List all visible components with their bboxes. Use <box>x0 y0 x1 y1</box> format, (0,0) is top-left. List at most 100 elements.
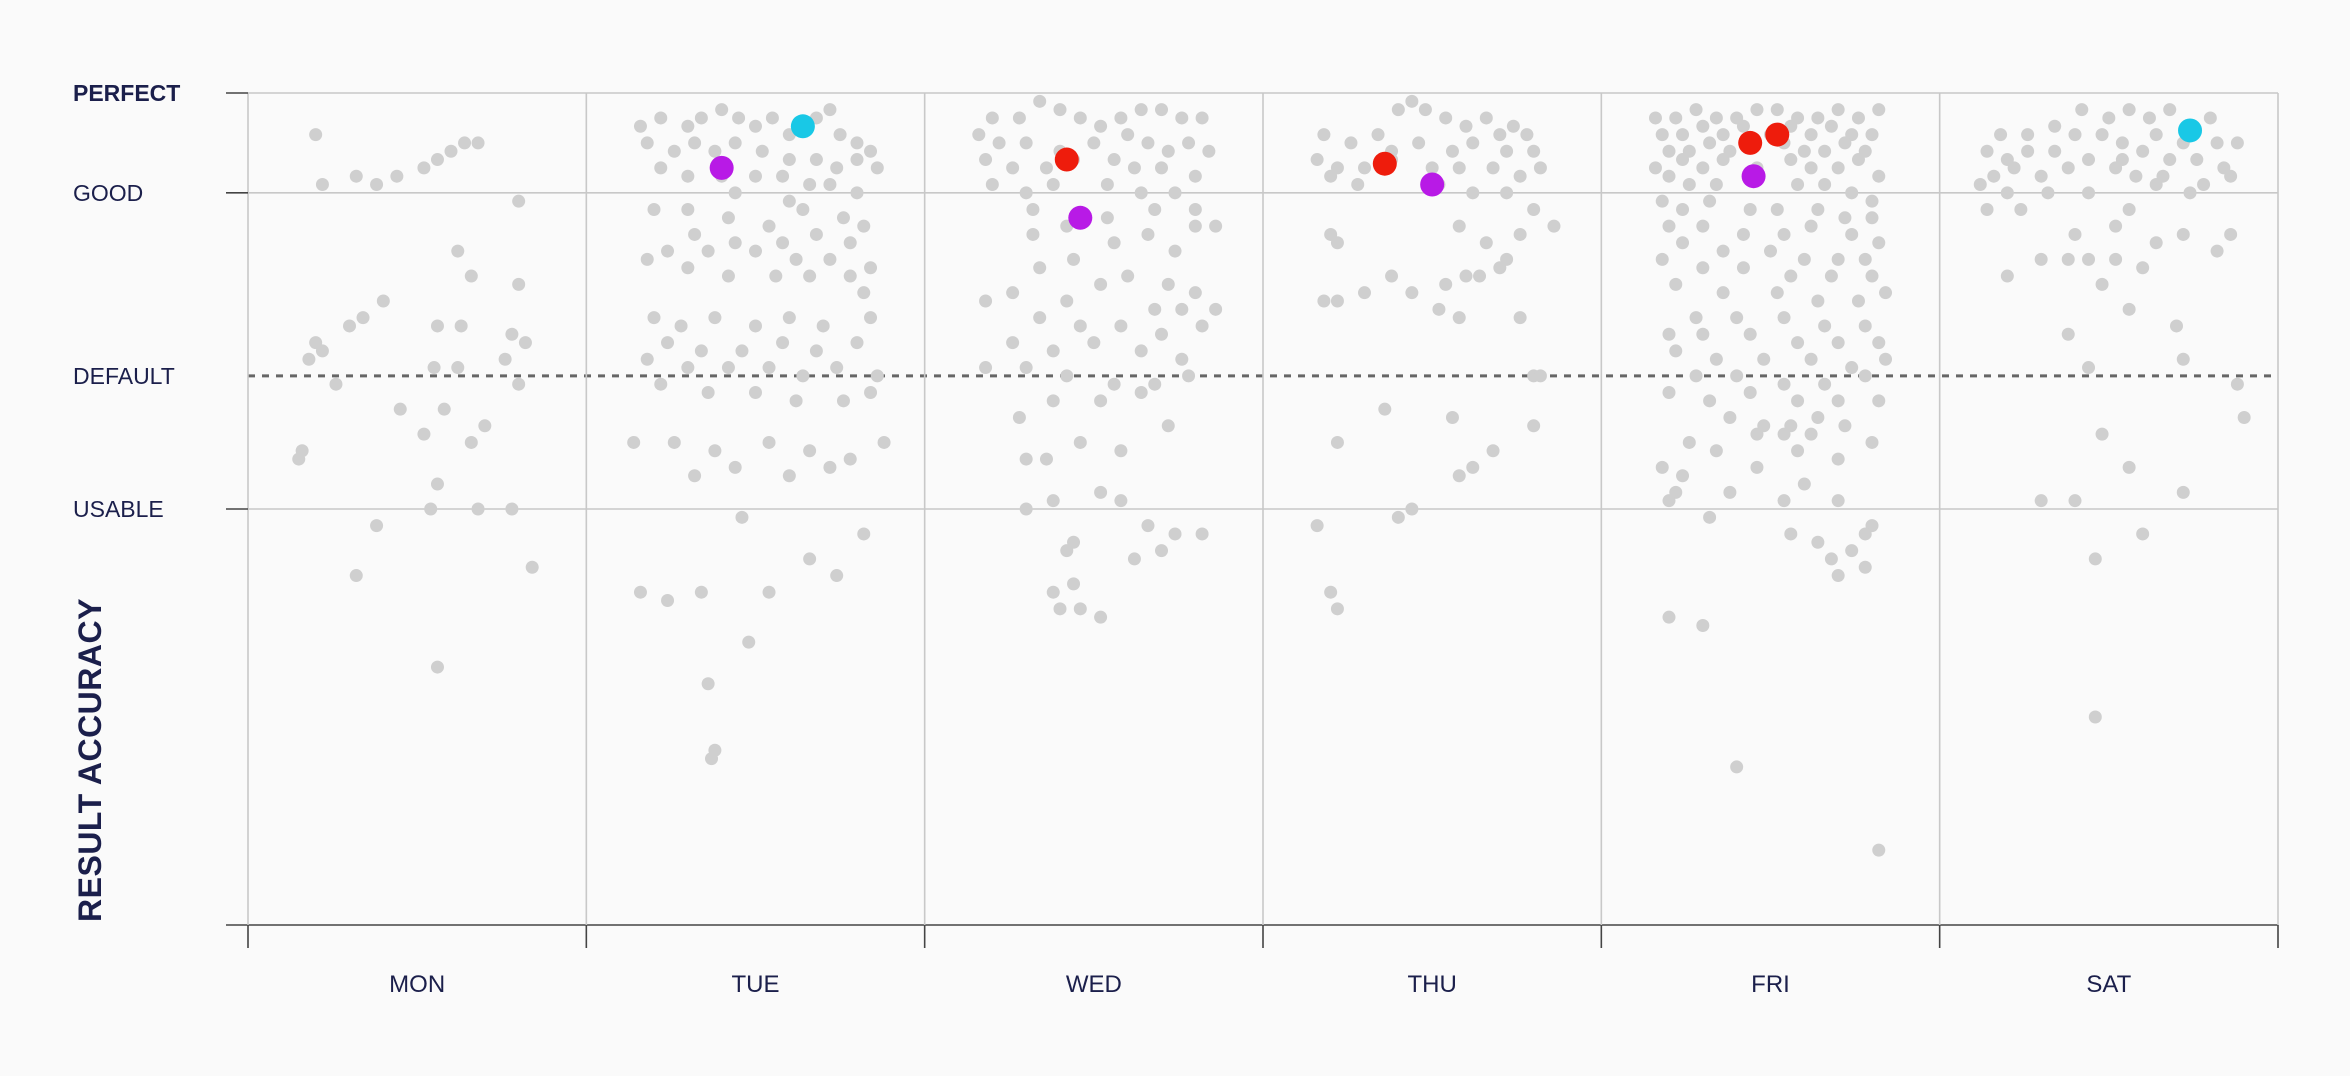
data-point <box>1046 585 1060 599</box>
data-point <box>776 336 790 350</box>
data-point <box>708 311 722 325</box>
data-point <box>1100 211 1114 225</box>
data-point <box>1662 494 1676 508</box>
data-point <box>1655 460 1669 474</box>
highlight-point-red <box>1054 147 1079 172</box>
data-point <box>1689 369 1703 383</box>
data-point <box>1466 186 1480 200</box>
data-point <box>1831 161 1845 175</box>
data-point <box>674 319 688 333</box>
data-point <box>2088 710 2102 724</box>
data-point <box>2176 227 2190 241</box>
data-point <box>1520 128 1534 142</box>
data-point <box>2210 136 2224 150</box>
data-point <box>1310 519 1324 533</box>
data-point <box>1865 269 1879 283</box>
data-point <box>505 327 519 341</box>
data-point <box>1736 227 1750 241</box>
data-point <box>1811 111 1825 125</box>
data-point <box>728 136 742 150</box>
data-point <box>1182 369 1196 383</box>
data-point <box>349 569 363 583</box>
data-point <box>2230 136 2244 150</box>
data-point <box>356 311 370 325</box>
data-point <box>1703 510 1717 524</box>
data-point <box>1743 386 1757 400</box>
data-point <box>1784 527 1798 541</box>
data-point <box>1094 394 1108 408</box>
data-point <box>627 435 641 449</box>
data-point <box>376 294 390 308</box>
data-point <box>1161 277 1175 291</box>
data-point <box>850 136 864 150</box>
data-point <box>1391 510 1405 524</box>
data-point <box>430 660 444 674</box>
data-point <box>796 369 810 383</box>
data-point <box>1046 494 1060 508</box>
data-point <box>1107 377 1121 391</box>
data-point <box>1770 286 1784 300</box>
data-point <box>1777 311 1791 325</box>
data-point <box>444 144 458 158</box>
data-point <box>1479 236 1493 250</box>
data-point <box>315 344 329 358</box>
highlight-point-purple <box>1068 205 1093 230</box>
data-point <box>1804 427 1818 441</box>
data-point <box>979 153 993 167</box>
data-point <box>1797 477 1811 491</box>
data-point <box>1791 336 1805 350</box>
data-point <box>1039 452 1053 466</box>
data-point <box>1500 144 1514 158</box>
data-point <box>2176 352 2190 366</box>
data-point <box>2014 202 2028 216</box>
data-point <box>992 136 1006 150</box>
data-point <box>1513 227 1527 241</box>
data-point <box>1831 494 1845 508</box>
data-point <box>1107 153 1121 167</box>
data-point <box>1114 319 1128 333</box>
data-point <box>1175 111 1189 125</box>
data-point <box>803 552 817 566</box>
data-point <box>667 435 681 449</box>
data-point <box>823 460 837 474</box>
data-point <box>1723 410 1737 424</box>
data-point <box>762 219 776 233</box>
data-point <box>782 153 796 167</box>
data-point <box>705 752 719 766</box>
data-point <box>830 569 844 583</box>
data-point <box>1662 219 1676 233</box>
data-point <box>329 377 343 391</box>
y-tick-label-default: DEFAULT <box>73 363 175 389</box>
data-point <box>2021 144 2035 158</box>
data-point <box>1378 402 1392 416</box>
data-point <box>979 361 993 375</box>
data-point <box>1662 169 1676 183</box>
data-point <box>1648 111 1662 125</box>
data-point <box>1019 136 1033 150</box>
data-point <box>796 202 810 216</box>
data-point <box>864 144 878 158</box>
data-point <box>1033 311 1047 325</box>
data-point <box>1676 153 1690 167</box>
data-point <box>1879 352 1893 366</box>
data-point <box>1784 269 1798 283</box>
x-axis-labels: MON TUE WED THU FRI SAT <box>389 971 2131 998</box>
data-point <box>1046 178 1060 192</box>
data-point <box>2224 169 2238 183</box>
data-point <box>688 136 702 150</box>
data-point <box>640 352 654 366</box>
data-point <box>1527 419 1541 433</box>
data-point <box>1736 261 1750 275</box>
data-point <box>1716 153 1730 167</box>
data-point <box>2237 410 2251 424</box>
data-point <box>2149 128 2163 142</box>
data-point <box>1980 144 1994 158</box>
data-point <box>1060 369 1074 383</box>
data-point <box>1723 485 1737 499</box>
data-point <box>1533 369 1547 383</box>
data-point <box>2061 252 2075 266</box>
data-point <box>1824 119 1838 133</box>
data-point <box>1831 452 1845 466</box>
data-point <box>1425 161 1439 175</box>
data-point <box>1648 161 1662 175</box>
